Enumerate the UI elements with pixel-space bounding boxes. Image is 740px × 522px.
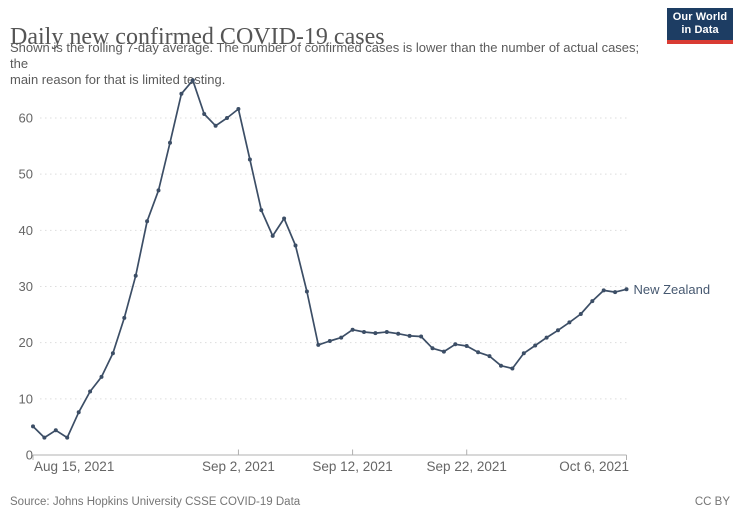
data-point-2021-09-29 [544, 335, 549, 340]
chart-footer: Source: Johns Hopkins University CSSE CO… [10, 496, 730, 516]
logo-text-line-2: in Data [681, 24, 719, 36]
data-point-2021-09-20 [441, 349, 446, 354]
y-axis-label-20: 20 [19, 335, 33, 350]
data-point-2021-08-22 [110, 351, 115, 356]
data-point-2021-08-26 [156, 188, 161, 193]
data-point-2021-08-31 [213, 123, 218, 128]
data-point-2021-09-15 [384, 330, 389, 334]
data-point-2021-09-28 [533, 343, 538, 348]
data-point-2021-09-10 [327, 339, 332, 343]
page-title: Daily new confirmed COVID-19 cases [10, 24, 385, 51]
x-axis-label-aug-15-2021: Aug 15, 2021 [34, 459, 114, 474]
data-point-2021-08-16 [42, 435, 47, 440]
data-point-2021-09-19 [430, 346, 435, 351]
data-point-2021-09-18 [419, 334, 424, 339]
data-point-2021-09-17 [407, 333, 412, 338]
source-note: Source: Johns Hopkins University CSSE CO… [10, 496, 301, 508]
y-axis-label-40: 40 [19, 223, 33, 238]
data-point-2021-09-09 [316, 342, 321, 347]
data-point-2021-09-24 [487, 354, 492, 359]
data-point-2021-10-06 [624, 287, 629, 292]
data-point-2021-09-23 [476, 350, 481, 355]
logo-text-line-1: Our World [672, 11, 728, 23]
chart-subtitle-line-2: main reason for that is limited testing. [10, 72, 226, 87]
data-point-2021-08-27 [168, 140, 172, 145]
data-point-2021-10-01 [567, 320, 572, 325]
data-point-2021-09-03 [247, 157, 252, 162]
x-axis-label-sep-22-2021: Sep 22, 2021 [427, 459, 507, 474]
x-axis-label-sep-2-2021: Sep 2, 2021 [202, 459, 275, 474]
data-point-2021-09-08 [304, 289, 309, 294]
data-point-2021-08-24 [133, 273, 138, 278]
data-point-2021-10-04 [601, 288, 606, 293]
license-link[interactable]: CC BY [694, 496, 730, 508]
our-world-in-data-logo[interactable]: Our World in Data [667, 8, 733, 44]
data-point-2021-09-05 [270, 233, 275, 238]
data-point-2021-09-30 [556, 328, 560, 333]
data-point-2021-09-07 [293, 243, 298, 248]
data-point-2021-08-18 [65, 435, 70, 440]
data-point-2021-09-21 [453, 342, 458, 347]
data-point-2021-10-05 [613, 290, 618, 295]
data-point-2021-09-25 [499, 363, 503, 368]
data-point-2021-09-27 [521, 351, 526, 356]
y-axis-label-50: 50 [19, 167, 33, 182]
data-point-2021-09-26 [510, 366, 515, 371]
data-point-2021-09-04 [259, 208, 264, 213]
data-point-2021-09-14 [373, 331, 378, 336]
new-zealand-series-line[interactable] [32, 79, 628, 439]
data-point-2021-09-12 [350, 327, 355, 332]
x-axis-label-oct-6-2021: Oct 6, 2021 [559, 459, 629, 474]
data-point-2021-08-20 [88, 389, 93, 394]
y-axis-label-30: 30 [19, 279, 33, 294]
data-point-2021-09-11 [339, 335, 344, 340]
data-point-2021-08-28 [179, 91, 184, 96]
data-point-2021-08-17 [53, 428, 58, 433]
data-point-2021-09-02 [236, 107, 241, 111]
data-point-2021-08-30 [202, 112, 207, 116]
data-point-2021-08-25 [145, 219, 150, 224]
y-axis-label-60: 60 [19, 110, 33, 125]
chart-subtitle: Shown is the rolling 7-day average. The … [10, 40, 650, 88]
data-point-2021-10-02 [578, 312, 583, 316]
x-axis-label-sep-12-2021: Sep 12, 2021 [312, 459, 392, 474]
data-point-2021-09-16 [396, 331, 401, 336]
data-point-2021-08-15 [31, 424, 35, 429]
data-point-2021-08-21 [99, 374, 104, 379]
chart-subtitle-line-1: Shown is the rolling 7-day average. The … [10, 40, 640, 71]
y-axis-label-10: 10 [19, 391, 33, 406]
data-point-2021-08-19 [76, 410, 81, 415]
series-label-new-zealand[interactable]: New Zealand [634, 282, 711, 297]
data-point-2021-09-22 [464, 344, 469, 348]
data-point-2021-09-06 [282, 216, 287, 221]
data-point-2021-09-13 [362, 330, 366, 334]
data-point-2021-08-23 [122, 315, 127, 320]
data-point-2021-10-03 [590, 299, 595, 304]
data-point-2021-09-01 [225, 116, 229, 120]
y-axis-label-0: 0 [26, 448, 33, 463]
data-point-2021-08-29 [190, 78, 195, 83]
